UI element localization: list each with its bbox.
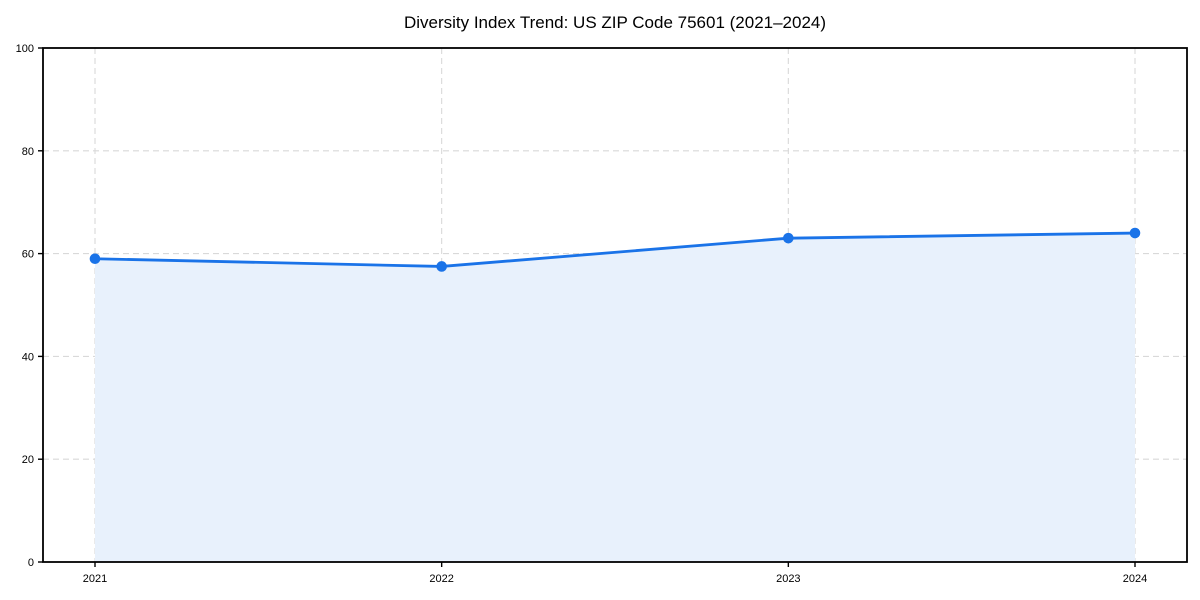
x-tick-label: 2022 [429,573,453,585]
x-tick-label: 2021 [83,573,107,585]
data-point-marker [1129,227,1141,239]
data-point-marker [436,261,447,272]
y-tick-label: 20 [22,454,34,466]
y-tick-label: 100 [16,43,34,55]
y-tick-label: 80 [22,146,34,158]
y-tick-label: 60 [22,249,34,261]
series-area-fill [95,233,1135,563]
x-tick-label: 2023 [776,573,800,585]
data-point-marker [783,232,794,244]
x-tick-label: 2024 [1123,573,1147,585]
y-tick-label: 40 [22,351,34,363]
chart-title: Diversity Index Trend: US ZIP Code 75601… [403,13,827,32]
data-point-marker [89,253,101,265]
series-line [93,231,1137,268]
y-tick-label: 0 [28,557,34,569]
plot-border [42,47,1188,563]
